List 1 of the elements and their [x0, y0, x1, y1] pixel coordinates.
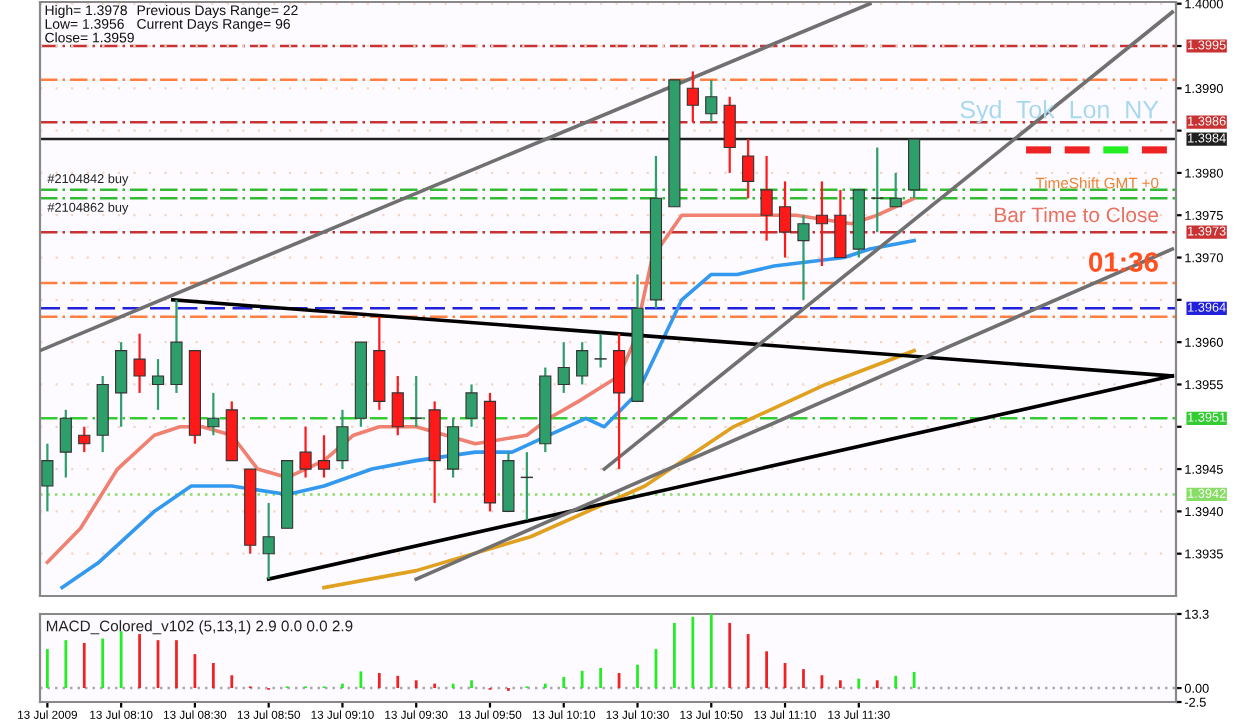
annotation: Bar Time to Close — [995, 206, 1159, 223]
